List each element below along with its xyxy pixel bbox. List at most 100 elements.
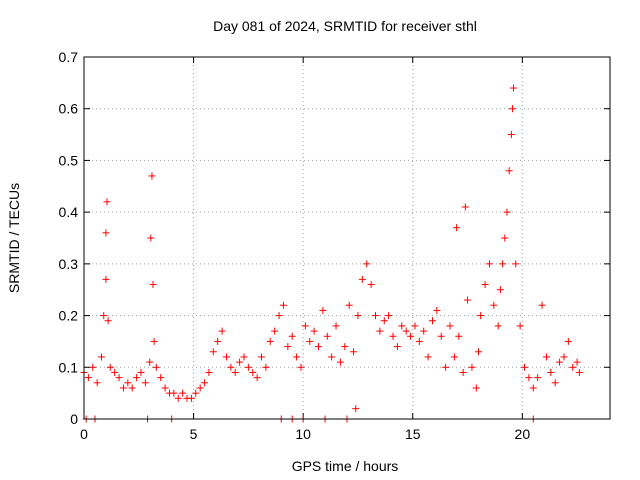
data-point: [496, 286, 504, 294]
x-tick-label: 10: [295, 426, 311, 442]
data-point: [393, 343, 401, 351]
data-point: [174, 394, 182, 402]
data-point: [424, 353, 432, 361]
data-point: [371, 312, 379, 320]
chart-title: Day 081 of 2024, SRMTID for receiver sth…: [213, 18, 477, 34]
data-point: [124, 379, 132, 387]
data-point: [453, 224, 461, 232]
data-point: [542, 353, 550, 361]
data-point: [446, 322, 454, 330]
plot-frame: [83, 56, 611, 420]
data-point: [284, 343, 292, 351]
data-point: [336, 358, 344, 366]
data-point: [293, 353, 301, 361]
tick-labels: 0 5 10 15 20 0 0.1 0.2 0.3 0.4 0.5 0.6 0.7: [59, 49, 531, 442]
data-point: [133, 374, 141, 382]
data-point: [209, 348, 217, 356]
data-point: [214, 337, 222, 345]
data-point: [354, 312, 362, 320]
data-point: [310, 327, 318, 335]
axis-ticks: [83, 56, 610, 420]
data-point: [398, 322, 406, 330]
y-tick-label: 0.5: [59, 152, 79, 168]
data-point: [534, 374, 542, 382]
x-tick-label: 5: [190, 426, 198, 442]
data-point: [104, 317, 112, 325]
data-point: [93, 379, 101, 387]
data-point: [258, 353, 266, 361]
data-point: [288, 332, 296, 340]
data-point: [111, 368, 119, 376]
data-point: [380, 317, 388, 325]
data-point: [315, 343, 323, 351]
data-point: [472, 384, 480, 392]
data-point: [170, 389, 178, 397]
data-point: [102, 229, 110, 237]
data-point: [464, 296, 472, 304]
data-point: [345, 301, 353, 309]
data-point: [573, 358, 581, 366]
data-point: [148, 172, 156, 180]
data-point: [192, 389, 200, 397]
data-point: [275, 312, 283, 320]
data-point: [150, 337, 158, 345]
data-point: [501, 234, 509, 242]
data-point: [102, 275, 110, 283]
data-point: [508, 105, 516, 113]
data-point: [437, 332, 445, 340]
y-tick-label: 0.6: [59, 101, 79, 117]
data-point: [187, 394, 195, 402]
y-tick-label: 0.3: [59, 256, 79, 272]
data-point: [459, 368, 467, 376]
data-point: [512, 260, 520, 268]
grid-lines: [84, 57, 610, 419]
data-point: [547, 368, 555, 376]
data-point: [494, 322, 502, 330]
y-tick-label: 0.1: [59, 359, 79, 375]
data-point: [196, 384, 204, 392]
data-point: [319, 306, 327, 314]
data-point: [103, 198, 111, 206]
data-point: [231, 368, 239, 376]
data-point: [538, 301, 546, 309]
data-point: [137, 368, 145, 376]
data-point: [529, 384, 537, 392]
data-point: [89, 363, 97, 371]
data-point: [510, 84, 518, 92]
data-point: [560, 353, 568, 361]
y-tick-label: 0.7: [59, 49, 79, 65]
data-point: [179, 389, 187, 397]
data-point: [477, 312, 485, 320]
data-point: [411, 322, 419, 330]
data-point: [569, 363, 577, 371]
data-point: [297, 363, 305, 371]
data-point: [525, 374, 533, 382]
data-point: [468, 363, 476, 371]
data-point: [306, 337, 314, 345]
data-point: [341, 343, 349, 351]
data-point: [227, 363, 235, 371]
data-point: [301, 322, 309, 330]
y-tick-label: 0.2: [59, 308, 79, 324]
data-point: [147, 234, 155, 242]
data-point: [84, 374, 92, 382]
data-point: [240, 353, 248, 361]
data-point: [442, 363, 450, 371]
data-point: [516, 322, 524, 330]
data-point: [556, 358, 564, 366]
data-point: [407, 332, 415, 340]
data-point: [499, 260, 507, 268]
data-point: [161, 384, 169, 392]
data-point: [249, 368, 257, 376]
data-point: [352, 405, 360, 413]
data-point: [323, 332, 331, 340]
data-point: [266, 337, 274, 345]
data-point: [332, 322, 340, 330]
data-point: [428, 317, 436, 325]
data-point: [100, 312, 108, 320]
data-point: [358, 275, 366, 283]
data-point: [279, 301, 287, 309]
data-point: [481, 281, 489, 289]
data-point: [505, 167, 513, 175]
data-point: [475, 348, 482, 356]
